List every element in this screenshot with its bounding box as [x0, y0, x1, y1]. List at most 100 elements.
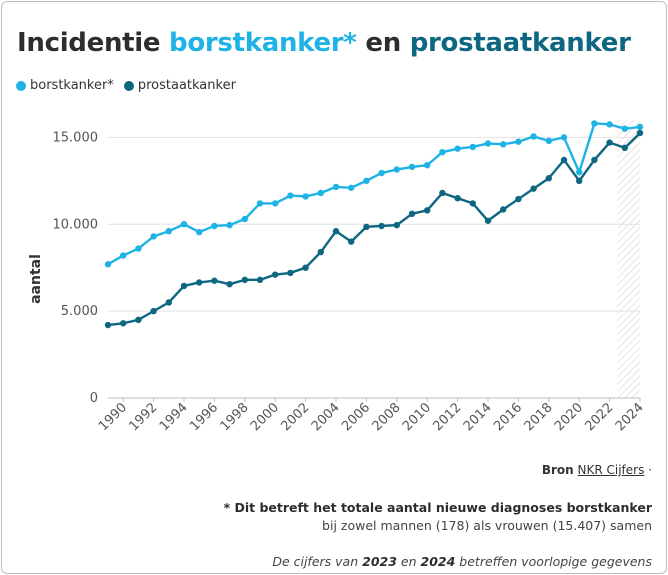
x-tick-label: 2002 — [278, 400, 312, 434]
legend-swatch-prostaatkanker — [123, 80, 134, 91]
data-point-prostaatkanker — [545, 175, 552, 182]
footnote-detail: bij zowel mannen (178) als vrouwen (15.4… — [322, 518, 652, 533]
data-point-borstkanker — [241, 215, 248, 223]
provisional-suffix: betreffen voorlopige gegevens — [459, 554, 652, 569]
data-point-prostaatkanker — [211, 277, 218, 284]
legend-swatch-borstkanker — [16, 80, 26, 91]
y-tick-label: 0 — [90, 391, 98, 406]
x-tick-label: 2012 — [430, 400, 464, 434]
x-tick-label: 2018 — [522, 400, 556, 434]
data-point-prostaatkanker — [120, 320, 127, 327]
source-link[interactable]: NKR Cijfers — [577, 463, 645, 477]
data-point-prostaatkanker — [287, 269, 294, 277]
data-point-prostaatkanker — [576, 177, 583, 185]
x-tick-label: 2020 — [552, 400, 586, 434]
data-point-prostaatkanker — [378, 222, 385, 230]
data-point-borstkanker — [454, 145, 461, 152]
data-point-borstkanker — [621, 125, 628, 132]
data-point-borstkanker — [165, 228, 172, 235]
data-point-borstkanker — [530, 133, 537, 140]
data-point-borstkanker — [272, 200, 279, 207]
data-point-borstkanker — [424, 161, 431, 169]
series-line-prostaatkanker — [107, 132, 641, 327]
x-tick-label: 2004 — [309, 400, 343, 434]
source-label: Bron — [541, 463, 574, 477]
x-tick-label: 1996 — [187, 400, 221, 434]
data-point-borstkanker — [226, 221, 233, 229]
data-point-prostaatkanker — [317, 248, 324, 256]
data-point-prostaatkanker — [135, 316, 142, 324]
x-tick-label: 2008 — [370, 400, 404, 434]
data-point-borstkanker — [469, 143, 476, 151]
data-point-borstkanker — [408, 163, 416, 171]
data-point-borstkanker — [606, 121, 613, 128]
data-point-prostaatkanker — [636, 129, 644, 137]
legend-label-prostaatkanker: prostaatkanker — [137, 78, 236, 93]
chart-title: Incidentie borstkanker* en prostaatkanke… — [17, 28, 631, 58]
provisional-band — [617, 120, 640, 398]
provisional-mid: en — [400, 554, 417, 569]
data-point-borstkanker — [150, 233, 157, 240]
data-point-borstkanker — [120, 252, 127, 259]
y-axis-label: aantal — [28, 254, 44, 304]
line-chart: 05.00010.00015.0001990199219941996199820… — [28, 120, 647, 434]
data-point-prostaatkanker — [302, 264, 309, 271]
footnote-title: * Dit betreft het totale aantal nieuwe d… — [223, 500, 652, 515]
data-point-prostaatkanker — [272, 271, 279, 278]
x-tick-label: 1990 — [96, 400, 130, 434]
data-point-borstkanker — [500, 141, 507, 148]
data-point-borstkanker — [591, 120, 598, 127]
data-point-prostaatkanker — [560, 156, 568, 164]
data-point-borstkanker — [135, 245, 142, 252]
data-point-prostaatkanker — [332, 228, 340, 235]
title-prefix: Incidentie — [17, 28, 161, 58]
y-tick-label: 10.000 — [53, 217, 99, 232]
data-point-prostaatkanker — [241, 276, 248, 284]
x-tick-label: 2010 — [400, 400, 434, 434]
data-point-prostaatkanker — [150, 307, 157, 315]
data-point-prostaatkanker — [484, 217, 492, 224]
x-tick-label: 2024 — [613, 400, 647, 434]
data-point-borstkanker — [560, 134, 568, 141]
data-point-prostaatkanker — [621, 144, 628, 151]
legend-item-borstkanker[interactable]: borstkanker* — [16, 78, 114, 93]
data-point-borstkanker — [484, 140, 492, 147]
provisional-note: De cijfers van 2023 en 2024 betreffen vo… — [272, 554, 652, 569]
data-point-prostaatkanker — [530, 185, 537, 192]
data-point-prostaatkanker — [606, 139, 613, 146]
title-series-borstkanker: borstkanker* — [169, 28, 357, 58]
x-tick-label: 2016 — [491, 400, 525, 434]
data-point-prostaatkanker — [424, 207, 431, 214]
data-point-borstkanker — [196, 228, 203, 236]
data-point-borstkanker — [180, 221, 188, 228]
data-point-prostaatkanker — [454, 194, 461, 202]
data-point-borstkanker — [302, 193, 309, 200]
data-point-prostaatkanker — [515, 195, 522, 203]
data-point-prostaatkanker — [348, 238, 355, 245]
data-point-prostaatkanker — [408, 210, 416, 218]
data-point-borstkanker — [317, 189, 324, 197]
provisional-prefix: De cijfers van — [272, 554, 359, 569]
data-point-borstkanker — [636, 123, 644, 131]
x-tick-label: 2014 — [461, 400, 495, 434]
data-point-borstkanker — [211, 222, 218, 230]
data-point-borstkanker — [576, 168, 583, 176]
x-tick-label: 2022 — [582, 400, 616, 434]
y-tick-label: 5.000 — [61, 304, 98, 319]
legend-label-borstkanker: borstkanker* — [30, 78, 114, 93]
data-point-borstkanker — [515, 138, 522, 145]
data-point-borstkanker — [545, 137, 552, 145]
data-point-borstkanker — [393, 166, 400, 173]
data-point-borstkanker — [332, 183, 340, 191]
data-point-borstkanker — [378, 169, 385, 177]
source-line: Bron NKR Cijfers · — [542, 463, 652, 477]
data-point-borstkanker — [104, 261, 112, 268]
title-connector: en — [365, 28, 401, 58]
source-separator: · — [648, 463, 652, 477]
data-point-prostaatkanker — [500, 206, 507, 213]
provisional-year-2024: 2024 — [420, 554, 456, 569]
data-point-borstkanker — [348, 184, 355, 191]
legend-item-prostaatkanker[interactable]: prostaatkanker — [123, 78, 236, 93]
data-point-borstkanker — [256, 200, 264, 207]
